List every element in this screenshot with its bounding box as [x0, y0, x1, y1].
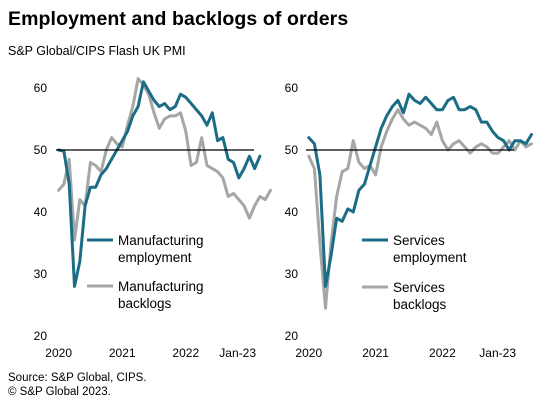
source-note: Source: S&P Global, CIPS.: [8, 372, 147, 384]
right-legend-label: employment: [393, 250, 467, 265]
right-ytick-label: 30: [285, 267, 299, 281]
left-legend-label: employment: [118, 250, 192, 265]
right-xtick-label: 2021: [362, 346, 389, 360]
left-legend-label: Manufacturing: [118, 233, 204, 248]
left-ytick-label: 40: [34, 205, 48, 219]
chart-title: Employment and backlogs of orders: [8, 8, 349, 30]
right-xtick-label: 2020: [295, 346, 322, 360]
right-xtick-label: Jan-23: [479, 346, 516, 360]
copyright-note: © S&P Global 2023.: [8, 386, 111, 398]
left-ytick-label: 20: [34, 329, 48, 343]
right-ytick-label: 50: [285, 143, 299, 157]
right-xtick-label: 2022: [429, 346, 456, 360]
left-series-line-employment: [57, 80, 262, 288]
right-legend-label: Services: [393, 280, 445, 295]
left-ytick-label: 60: [34, 81, 48, 95]
left-series-line-backlogs: [57, 77, 272, 242]
left-xtick-label: 2021: [109, 346, 136, 360]
right-series-line-employment: [307, 92, 533, 288]
left-legend-label: backlogs: [118, 296, 172, 311]
right-ytick-label: 60: [285, 81, 299, 95]
left-ytick-label: 50: [34, 143, 48, 157]
left-xtick-label: Jan-23: [219, 346, 256, 360]
right-legend-label: backlogs: [393, 297, 447, 312]
right-legend-label: Services: [393, 233, 445, 248]
left-xtick-label: 2020: [45, 346, 72, 360]
right-ytick-label: 40: [285, 205, 299, 219]
chart-subtitle: S&P Global/CIPS Flash UK PMI: [8, 44, 186, 58]
right-series-line-backlogs: [307, 108, 533, 310]
left-legend-label: Manufacturing: [118, 279, 204, 294]
left-ytick-label: 30: [34, 267, 48, 281]
left-xtick-label: 2022: [172, 346, 199, 360]
right-ytick-label: 20: [285, 329, 299, 343]
